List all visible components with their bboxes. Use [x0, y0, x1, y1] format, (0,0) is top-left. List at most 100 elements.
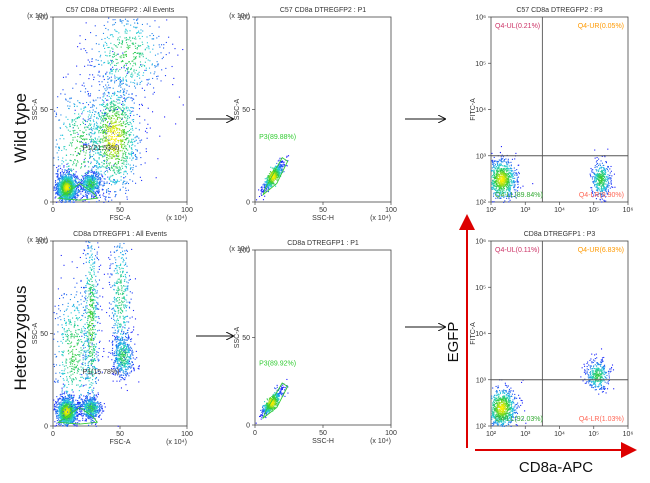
plot-frame	[52, 16, 188, 203]
quadrant-label-q4-ul: Q4-UL(0.21%)	[495, 23, 540, 30]
x-tick-label: 0	[253, 430, 257, 437]
plot-het-p3: CD8a DTREGFP1 : P3 10² 10³ 10⁴ 10⁵ 10⁶ 10² 10³ 1…	[470, 231, 633, 438]
gate-p1	[57, 182, 99, 201]
plot-title: CD8a DTREGFP1 : All Events	[73, 231, 167, 238]
y-tick-label: 0	[246, 200, 250, 207]
y-tick-label: 100	[36, 239, 48, 246]
plot-title: C57 CD8a DTREGFP2 : All Events	[66, 7, 175, 14]
x-tick-label: 100	[385, 430, 397, 437]
x-axis-label: FSC-A	[110, 439, 131, 446]
y-tick-label: 10²	[476, 200, 487, 207]
plot-title: C57 CD8a DTREGFP2 : P1	[280, 7, 366, 14]
y-axis-label: FITC-A	[470, 98, 477, 121]
plot-het-all-events: CD8a DTREGFP1 : All Events 0 50 100 0 50 100 FS…	[27, 231, 193, 446]
y-axis-label: SSC-A	[234, 326, 241, 348]
x-tick-label: 50	[116, 207, 124, 214]
x-tick-label: 10⁵	[588, 207, 599, 214]
y-tick-label: 10⁵	[475, 285, 486, 292]
x-tick-label: 50	[319, 207, 327, 214]
x-tick-label: 50	[116, 431, 124, 438]
y-tick-label: 10³	[476, 153, 487, 160]
quadrant-label-q4-ur: Q4-UR(0.05%)	[578, 23, 624, 30]
event-dots	[491, 146, 616, 203]
y-tick-label: 10²	[476, 424, 487, 431]
gate-label: P3(89.92%)	[259, 361, 296, 368]
x-tick-label: 100	[181, 431, 193, 438]
plot-c57-all-events: C57 CD8a DTREGFP2 : All Events 0 50 100 0 50 1…	[27, 7, 193, 222]
y-scale-label: (x 10⁴)	[229, 13, 250, 20]
cd8a-apc-axis-title: CD8a-APC	[519, 459, 593, 476]
y-axis-label: SSC-A	[32, 98, 39, 120]
gate-p3	[262, 382, 289, 420]
y-tick-label: 100	[238, 248, 250, 255]
x-axis-label: FSC-A	[110, 215, 131, 222]
gate-label: P3(89.88%)	[259, 134, 296, 141]
y-tick-label: 50	[40, 107, 48, 114]
quadrant-label-q4-ur: Q4-UR(6.83%)	[578, 247, 624, 254]
gate-p1	[57, 406, 99, 425]
y-scale-label: (x 10⁴)	[27, 237, 48, 244]
x-tick-label: 10²	[486, 207, 497, 214]
plot-het-p1: CD8a DTREGFP1 : P1 0 50 100 0 50 100 SSC-H SSC-A…	[229, 240, 397, 445]
x-tick-label: 50	[319, 430, 327, 437]
gate-label: P1(15.78%)	[82, 369, 119, 376]
y-tick-label: 10³	[476, 377, 487, 384]
event-dots	[491, 348, 615, 427]
quadrant-label-q4-lr: Q4-LR(9.90%)	[579, 192, 624, 199]
x-tick-label: 0	[253, 207, 257, 214]
y-scale-label: (x 10⁴)	[27, 13, 48, 20]
y-axis-label: SSC-A	[234, 98, 241, 120]
y-tick-label: 50	[40, 331, 48, 338]
quadrant-label-q4-ll: Q4-LL(89.84%)	[495, 192, 543, 199]
x-tick-label: 100	[385, 207, 397, 214]
y-scale-label: (x 10⁴)	[229, 246, 250, 253]
y-tick-label: 50	[242, 335, 250, 342]
x-scale-label: (x 10⁴)	[166, 215, 187, 222]
plot-c57-p1: C57 CD8a DTREGFP2 : P1 0 50 100 0 50 100 SSC-H S…	[229, 7, 397, 222]
y-tick-label: 0	[246, 423, 250, 430]
gate-p3	[262, 156, 289, 196]
row-label-heterozygous: Heterozygous	[11, 286, 30, 391]
x-scale-label: (x 10⁴)	[370, 215, 391, 222]
y-tick-label: 10⁴	[475, 107, 486, 114]
plot-title: CD8a DTREGFP1 : P3	[524, 231, 596, 238]
quadrant-label-q4-ll: Q4-LL(92.03%)	[495, 416, 543, 423]
y-tick-label: 10⁶	[475, 239, 486, 246]
x-axis-label: SSC-H	[312, 438, 334, 445]
x-tick-label: 0	[51, 431, 55, 438]
y-tick-label: 100	[238, 15, 250, 22]
x-axis-label: SSC-H	[312, 215, 334, 222]
x-tick-label: 0	[51, 207, 55, 214]
x-tick-label: 10³	[520, 207, 531, 214]
y-tick-label: 10⁶	[475, 15, 486, 22]
x-tick-label: 10²	[486, 431, 497, 438]
quadrant-label-q4-ul: Q4-UL(0.11%)	[495, 247, 540, 254]
plot-frame	[490, 240, 629, 427]
x-tick-label: 10⁴	[554, 431, 565, 438]
x-tick-label: 10⁶	[623, 431, 634, 438]
y-axis-label: SSC-A	[32, 322, 39, 344]
x-tick-label: 10⁴	[554, 207, 565, 214]
event-dots	[53, 241, 140, 427]
gate-label: P1(21.53%)	[82, 145, 119, 152]
x-tick-label: 10³	[520, 431, 531, 438]
plot-title: C57 CD8a DTREGFP2 : P3	[516, 7, 602, 14]
x-tick-label: 100	[181, 207, 193, 214]
y-tick-label: 10⁵	[475, 61, 486, 68]
y-tick-label: 100	[36, 15, 48, 22]
row-label-wild-type: Wild type	[11, 93, 30, 163]
x-tick-label: 10⁵	[588, 431, 599, 438]
y-tick-label: 50	[242, 107, 250, 114]
egfp-axis-title: EGFP	[445, 322, 462, 363]
x-tick-label: 10⁶	[623, 207, 634, 214]
y-axis-label: FITC-A	[470, 322, 477, 345]
x-scale-label: (x 10⁴)	[166, 439, 187, 446]
y-tick-label: 10⁴	[475, 331, 486, 338]
plot-title: CD8a DTREGFP1 : P1	[287, 240, 359, 247]
y-tick-label: 0	[44, 200, 48, 207]
plot-c57-p3: C57 CD8a DTREGFP2 : P3 10² 10³ 10⁴ 10⁵ 10⁶ 10²…	[470, 7, 633, 214]
x-scale-label: (x 10⁴)	[370, 438, 391, 445]
quadrant-label-q4-lr: Q4-LR(1.03%)	[579, 416, 624, 423]
y-tick-label: 0	[44, 424, 48, 431]
